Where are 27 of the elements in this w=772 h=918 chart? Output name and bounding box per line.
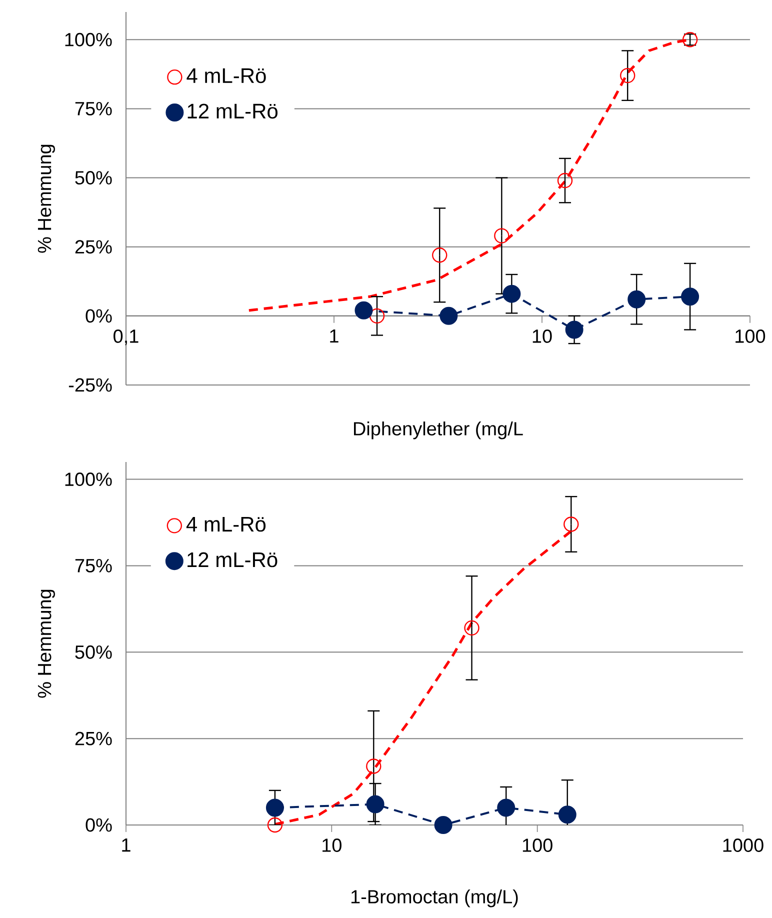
y-tick-label: 0% bbox=[86, 818, 112, 832]
x-tick-label: 100 bbox=[736, 329, 766, 343]
legend-label: 4 mL-Rö bbox=[186, 68, 266, 84]
y-tick-label: 75% bbox=[75, 559, 112, 572]
x-tick-label: 0,1 bbox=[113, 329, 138, 346]
y-tick-label: 50% bbox=[75, 171, 112, 185]
y-tick-label: 25% bbox=[75, 240, 112, 254]
legend-label: 4 mL-Rö bbox=[186, 517, 266, 532]
x-tick-label: 100 bbox=[522, 838, 552, 852]
y-tick-label: 100% bbox=[65, 472, 112, 486]
y-axis-title: % Hemmung bbox=[38, 144, 55, 253]
x-axis-title: 1-Bromoctan (mg/L) bbox=[351, 890, 518, 908]
y-tick-label: 0% bbox=[86, 309, 112, 323]
y-tick-label: 75% bbox=[75, 102, 112, 116]
x-tick-label: 10 bbox=[322, 838, 342, 852]
x-tick-label: 1000 bbox=[723, 838, 764, 852]
y-tick-label: -25% bbox=[68, 378, 112, 392]
x-tick-label: 1 bbox=[330, 329, 338, 343]
y-axis-title: % Hemmung bbox=[38, 590, 55, 698]
legend-label: 12 mL-Rö bbox=[187, 552, 278, 568]
legend-label: 12 mL-Rö bbox=[188, 104, 278, 119]
y-tick-label: 50% bbox=[75, 645, 112, 659]
y-tick-label: 100% bbox=[65, 32, 112, 46]
x-tick-label: 10 bbox=[532, 329, 552, 343]
y-tick-label: 25% bbox=[75, 732, 112, 746]
x-axis-title: Diphenylether (mg/L bbox=[354, 422, 523, 440]
x-tick-label: 1 bbox=[122, 838, 130, 852]
